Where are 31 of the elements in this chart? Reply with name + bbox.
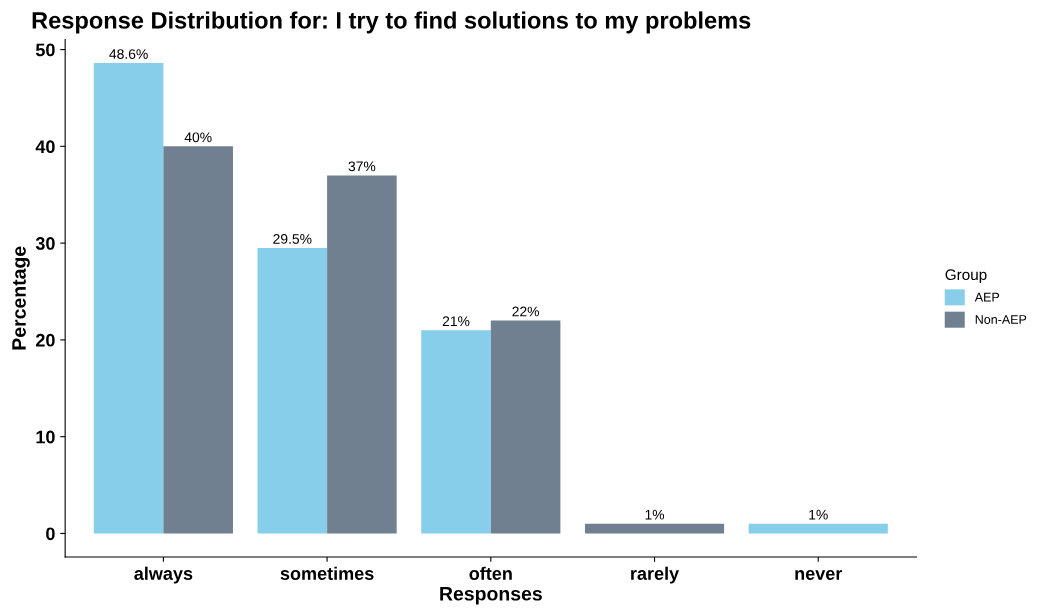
- data-label: 22%: [512, 306, 540, 317]
- legend-label: AEP: [974, 292, 1000, 302]
- data-label: 37%: [348, 161, 376, 172]
- y-tick-label: 30: [35, 237, 55, 250]
- data-label: 1%: [645, 509, 665, 520]
- data-label: 40%: [184, 132, 212, 143]
- x-axis-title: Responses: [440, 587, 542, 605]
- y-tick-label: 40: [35, 140, 55, 154]
- y-axis-title: Percentage: [12, 246, 30, 350]
- bar: [257, 247, 328, 534]
- x-tick-label: always: [134, 566, 193, 584]
- bar: [163, 146, 233, 534]
- y-tick-label: 0: [46, 527, 55, 541]
- x-tick-label: often: [469, 566, 512, 580]
- bar: [421, 330, 491, 534]
- bar: [327, 175, 397, 534]
- data-label: 21%: [442, 316, 470, 327]
- x-tick-label: never: [795, 570, 843, 580]
- x-tick-label: rarely: [631, 566, 680, 584]
- bar: [490, 320, 561, 534]
- bar: [93, 63, 164, 534]
- chart-title: Response Distribution for: I try to find solutions to my problems: [32, 11, 751, 34]
- legend-title: Group: [945, 269, 987, 284]
- data-label: 1%: [809, 509, 828, 520]
- y-tick-label: 50: [35, 43, 55, 57]
- y-tick-label: 10: [36, 430, 55, 444]
- data-label: 48.6%: [109, 49, 148, 59]
- x-tick-label: sometimes: [280, 566, 374, 580]
- data-label: 29.5%: [273, 233, 312, 244]
- legend-label: Non-AEP: [975, 315, 1027, 324]
- y-tick-label: 20: [35, 333, 55, 347]
